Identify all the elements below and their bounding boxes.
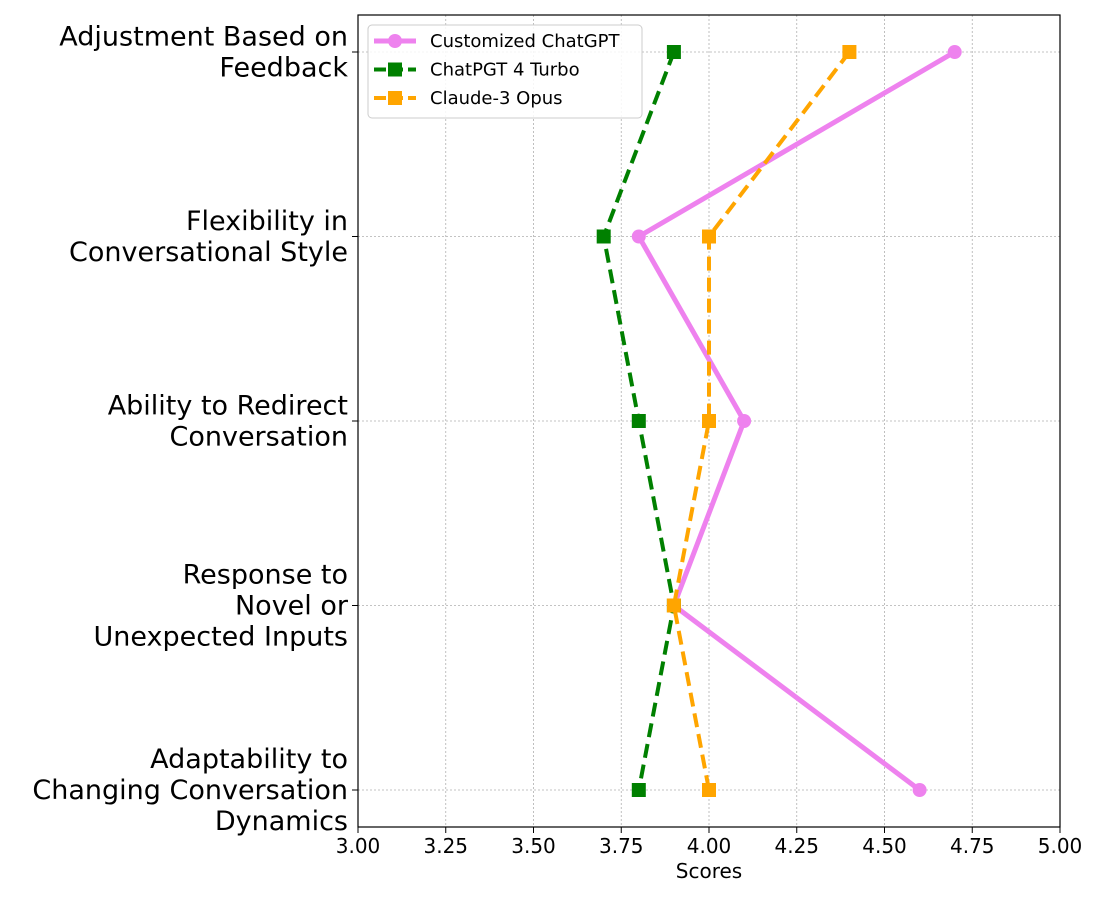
legend-marker <box>388 91 402 105</box>
data-point <box>666 598 681 613</box>
data-point <box>702 783 716 797</box>
y-tick-label-line: Unexpected Inputs <box>94 622 348 653</box>
data-point <box>702 229 716 244</box>
x-tick-label: 4.25 <box>774 834 819 858</box>
y-tick-label-line: Flexibility in <box>186 206 348 237</box>
legend-label: Claude-3 Opus <box>430 88 563 109</box>
x-tick-label: 3.75 <box>599 834 644 858</box>
series-layer <box>596 45 962 797</box>
legend-item-chatpgt-4-turbo: ChatPGT 4 Turbo <box>374 60 580 81</box>
data-point <box>631 783 646 797</box>
data-point <box>912 783 927 797</box>
data-point <box>596 229 611 244</box>
x-axis: 3.00 3.25 3.50 3.75 4.00 4.25 4.50 4.75 5.00 <box>336 827 1083 858</box>
y-tick-label: Flexibility in Conversational Style <box>69 206 348 268</box>
legend-marker <box>388 62 402 77</box>
y-axis: Adjustment Based on Feedback Flexibility i… <box>32 22 358 837</box>
y-tick-label-line: Adaptability to <box>150 744 348 775</box>
x-tick-label: 3.00 <box>336 834 381 858</box>
data-point <box>631 229 646 244</box>
data-point <box>737 414 752 428</box>
x-tick-label: 4.00 <box>687 834 732 858</box>
x-tick-label: 3.25 <box>423 834 468 858</box>
x-tick-label: 4.75 <box>950 834 995 858</box>
y-tick-label: Adaptability to Changing Conversation Dyna… <box>32 744 348 837</box>
data-point <box>702 414 716 428</box>
y-tick-label: Response to Novel or Unexpected Inputs <box>94 560 349 653</box>
y-tick-label-line: Conversation <box>169 422 348 453</box>
y-tick-label: Adjustment Based on Feedback <box>59 22 348 84</box>
x-axis-label: Scores <box>676 859 742 883</box>
series-customized-chatgpt <box>631 45 962 797</box>
y-tick-label-line: Novel or <box>235 591 349 622</box>
y-tick-label-line: Response to <box>183 560 348 591</box>
data-point <box>631 414 646 428</box>
y-tick-label: Ability to Redirect Conversation <box>108 391 348 453</box>
legend-label: ChatPGT 4 Turbo <box>430 60 580 81</box>
x-tick-label: 3.50 <box>511 834 556 858</box>
legend-box <box>367 24 643 119</box>
data-point <box>947 45 962 59</box>
y-tick-label-line: Changing Conversation <box>32 775 348 806</box>
x-tick-label: 4.50 <box>862 834 907 858</box>
legend-marker <box>388 34 402 48</box>
y-tick-label-line: Dynamics <box>215 806 348 837</box>
data-point <box>842 45 857 59</box>
x-tick-label: 5.00 <box>1038 834 1083 858</box>
legend-item-claude-3-opus: Claude-3 Opus <box>374 88 563 109</box>
series-line-claude-3-opus <box>671 50 851 791</box>
y-tick-label-line: Conversational Style <box>69 237 348 268</box>
series-claude-3-opus <box>666 45 857 797</box>
legend: Customized ChatGPT ChatPGT 4 Turbo Claude-… <box>367 24 643 119</box>
legend-item-customized-chatgpt: Customized ChatGPT <box>374 31 620 52</box>
legend-label: Customized ChatGPT <box>430 31 620 52</box>
y-tick-label-line: Adjustment Based on <box>59 22 348 53</box>
y-tick-label-line: Feedback <box>219 53 348 84</box>
data-point <box>666 45 681 59</box>
y-tick-label-line: Ability to Redirect <box>108 391 348 422</box>
